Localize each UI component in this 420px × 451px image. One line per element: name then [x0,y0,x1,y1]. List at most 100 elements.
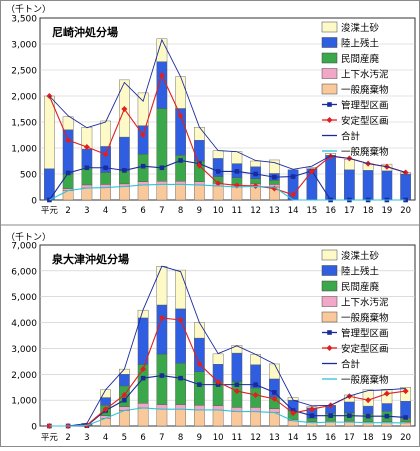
bar-segment [138,408,148,426]
y-tick-label: 2,000 [11,93,37,103]
x-tick-label: 6 [140,433,145,443]
bar-segment [194,140,204,161]
x-tick-label: 16 [325,206,336,216]
bar-segment [269,180,279,184]
bar-segment [194,410,204,426]
legend-label: 一般廃棄物 [341,146,389,158]
bar-segment [100,398,110,406]
x-tick-label: 15 [306,206,317,216]
bar-segment [325,155,335,200]
x-tick-label: 18 [363,433,374,443]
y-tick-label: 4,000 [11,319,37,329]
x-tick-label: 12 [250,206,261,216]
bar-segment [157,266,167,305]
bar-segment [382,171,392,200]
series-point [235,169,240,174]
bar-segment [213,406,223,410]
series-point [310,413,315,418]
chart-panel-izumiotsu: 01,0002,0003,0004,0005,0006,0007,000（千トン… [6,232,415,443]
bar-segment [232,353,242,381]
bar-segment [119,137,129,171]
y-tick-label: 3,000 [11,345,37,355]
x-tick-label: 19 [381,206,392,216]
bar-segment [157,409,167,426]
x-tick-label: 20 [400,206,411,216]
series-point [141,376,146,381]
bar-segment [100,172,110,184]
y-tick-label: 2,000 [11,371,37,381]
legend-label: 陸上残土 [341,266,380,278]
series-point [160,165,165,170]
legend-swatch [322,84,337,94]
legend-swatch [322,297,337,307]
series-point [103,165,108,170]
bar-segment [175,184,185,200]
bar-segment [157,305,167,354]
y-tick-label: 7,000 [11,242,37,252]
series-point [253,172,258,177]
bar-segment [250,407,260,411]
y-tick-label: 1,000 [11,145,37,155]
x-tick-label: 13 [269,206,280,216]
bar-segment [213,158,223,176]
legend-label: 民間産廃 [341,281,380,293]
x-tick-label: 8 [178,206,183,216]
x-tick-label: 7 [159,433,164,443]
bar-segment [119,410,129,426]
x-tick-label: 17 [344,206,355,216]
legend-label: 浚渫土砂 [341,22,380,34]
x-tick-label: 7 [159,206,164,216]
legend-label: 安定型区画 [341,115,389,127]
y-tick-label: 0 [31,197,37,207]
x-tick-label: 13 [269,433,280,443]
bar-segment [157,184,167,200]
legend-label: 上下水汚泥 [341,297,389,309]
series-point [178,158,183,163]
legend-label: 陸上残土 [341,38,380,50]
series-point [160,373,165,378]
bar-segment [344,170,354,200]
bar-segment [100,188,110,200]
x-tick-label: 9 [197,206,202,216]
bar-segment [232,187,242,200]
legend-label: 民間産廃 [341,53,380,65]
y-axis-label: （千トン） [6,4,51,15]
legend-swatch [322,38,337,48]
chart-title: 泉大津沖処分場 [51,252,129,266]
series-point [328,413,333,418]
bar-segment [213,410,223,426]
x-tick-label: 4 [103,433,108,443]
legend-swatch [322,53,337,63]
legend-label: 安定型区画 [341,343,389,355]
bar-segment [63,130,73,174]
x-tick-label: 4 [103,206,108,216]
x-tick-label: 19 [381,433,392,443]
legend-swatch [322,69,337,79]
x-tick-label: 14 [288,206,299,216]
y-tick-label: 1,000 [11,397,37,407]
bar-segment [44,96,54,169]
x-tick-label: 平元 [41,206,59,216]
bar-segment [119,171,129,184]
bar-segment [213,186,223,200]
legend-swatch [322,281,337,291]
series-point [385,414,390,419]
series-point [122,168,127,173]
x-tick-label: 9 [197,433,202,443]
x-tick-label: 5 [122,433,127,443]
bar-segment [232,345,242,353]
legend-label: 一般廃棄物 [341,84,389,96]
bar-segment [82,188,92,200]
bar-segment [363,170,373,200]
bar-segment [157,108,167,181]
x-tick-label: 14 [288,433,299,443]
y-tick-label: 500 [20,171,37,181]
series-point [403,415,408,420]
x-tick-label: 12 [250,433,261,443]
legend-label: 合計 [341,359,361,371]
bar-segment [175,405,185,410]
series-point [253,382,258,387]
bar-segment [213,354,223,364]
x-tick-label: 6 [140,206,145,216]
